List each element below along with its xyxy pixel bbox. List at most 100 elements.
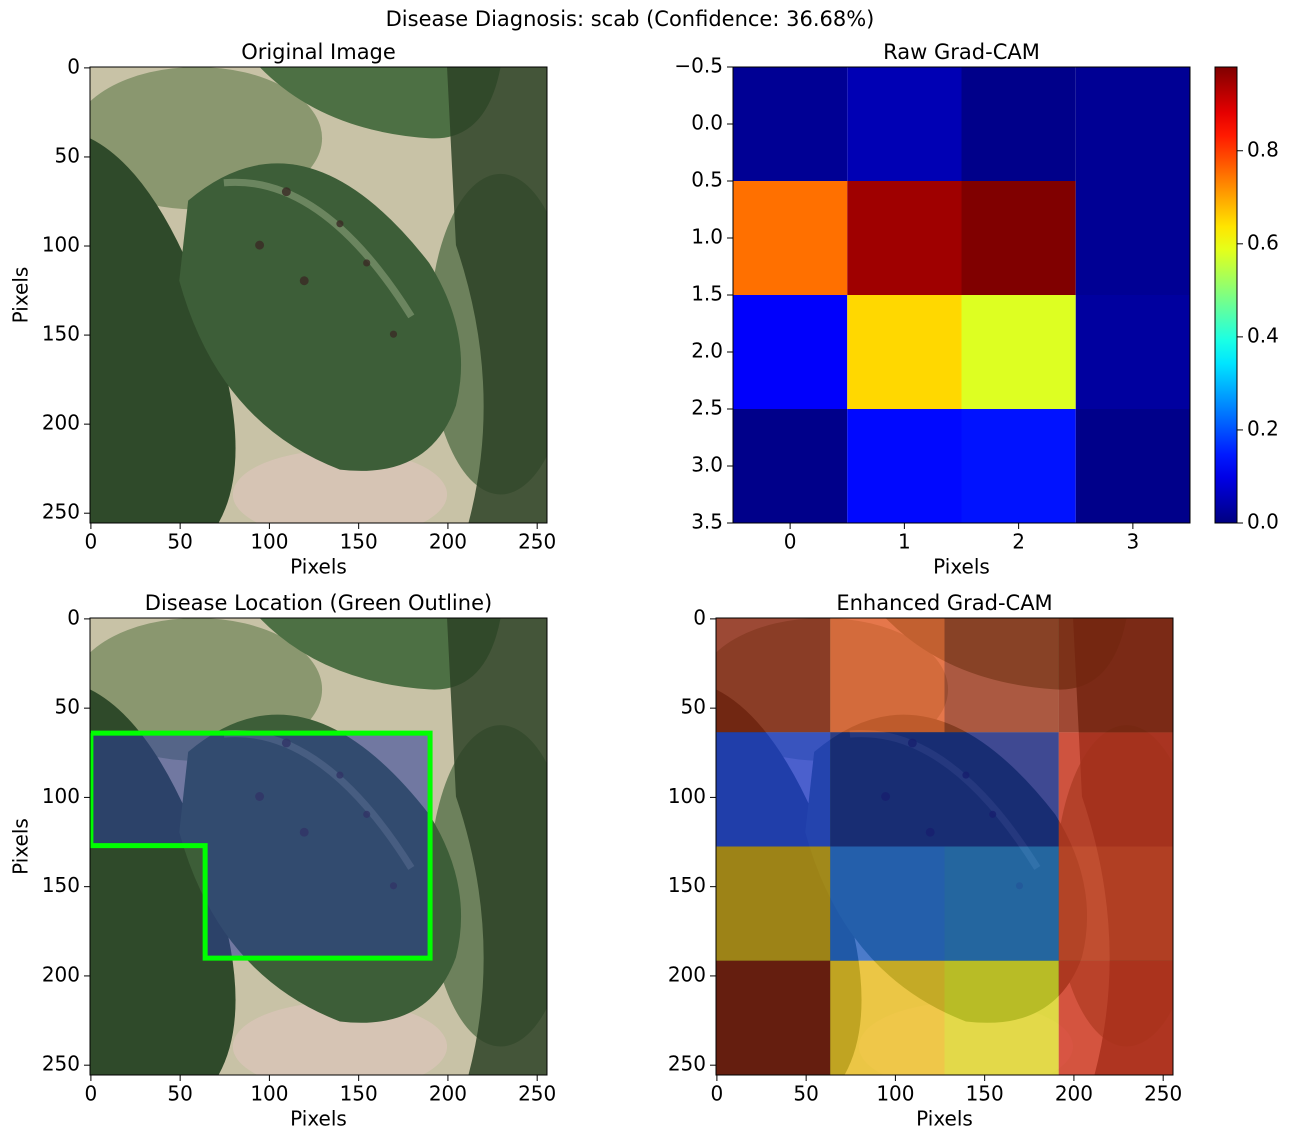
axes: 050100150200250050100150200250Enhanced G…	[668, 591, 1198, 1130]
overlay-cell	[830, 961, 944, 1075]
x-tick-label: 100	[876, 1082, 914, 1106]
x-tick-label: 0	[85, 530, 98, 554]
page: {"title": "Disease Diagnosis: scab (Conf…	[0, 0, 1298, 1130]
y-tick-label: 0	[67, 605, 80, 629]
overlay-cell	[716, 961, 830, 1075]
x-tick-label: 150	[966, 1082, 1004, 1106]
plot-area	[698, 618, 1198, 1091]
colorbar-tick-label: 0.6	[1247, 230, 1279, 254]
overlay-cell	[716, 847, 830, 961]
y-tick-label: 250	[668, 1052, 706, 1076]
y-tick-label: 3.0	[691, 453, 723, 477]
overlay-cell	[1059, 847, 1173, 961]
overlay-cell	[716, 732, 830, 846]
y-tick-label: −0.5	[674, 54, 723, 78]
x-tick-label: 1	[898, 530, 911, 554]
overlay-cell	[716, 618, 830, 732]
overlay-cell	[1059, 961, 1173, 1075]
y-tick-label: 100	[42, 784, 80, 808]
colorbar	[1215, 67, 1237, 523]
axes-title: Raw Grad-CAM	[883, 40, 1040, 64]
heat-cell	[962, 67, 1076, 181]
body: Disease Diagnosis: scab (Confidence: 36.…	[0, 0, 1298, 1130]
y-tick-label: 50	[681, 695, 706, 719]
x-tick-label: 3	[1127, 530, 1140, 554]
y-tick-label: 50	[55, 695, 80, 719]
x-tick-label: 250	[518, 530, 556, 554]
x-tick-label: 0	[784, 530, 797, 554]
heat-cell	[1076, 67, 1190, 181]
y-tick-label: 1.0	[691, 225, 723, 249]
y-tick-label: 50	[55, 143, 80, 167]
heat-cell	[1076, 181, 1190, 295]
heat-cell	[733, 295, 847, 409]
overlay-cell	[830, 732, 944, 846]
y-tick-label: 200	[668, 962, 706, 986]
x-tick-label: 0	[711, 1082, 724, 1106]
colorbar-tick-label: 0.2	[1247, 416, 1279, 440]
x-axis-label: Pixels	[290, 1107, 347, 1130]
y-axis-label: Pixels	[9, 818, 33, 875]
y-tick-label: 0	[693, 605, 706, 629]
figure-title: Disease Diagnosis: scab (Confidence: 36.…	[386, 7, 875, 31]
colorbar-tick-label: 0.4	[1247, 323, 1279, 347]
axes: 0.00.20.40.60.80123−0.50.00.51.01.52.02.…	[674, 40, 1278, 579]
figure: Disease Diagnosis: scab (Confidence: 36.…	[0, 0, 1298, 1130]
x-axis-label: Pixels	[933, 555, 990, 579]
heat-cell	[733, 409, 847, 523]
x-tick-label: 100	[250, 1082, 288, 1106]
axes-title: Original Image	[241, 40, 396, 64]
overlay-cell	[945, 961, 1059, 1075]
x-tick-label: 150	[340, 530, 378, 554]
x-tick-label: 200	[429, 1082, 467, 1106]
colorbar-tick-label: 0.0	[1247, 510, 1279, 534]
y-tick-label: 250	[42, 1052, 80, 1076]
x-tick-label: 200	[429, 530, 467, 554]
y-tick-label: 0	[67, 54, 80, 78]
x-tick-label: 250	[1144, 1082, 1182, 1106]
axes-title: Enhanced Grad-CAM	[836, 591, 1052, 615]
y-tick-label: 3.5	[691, 510, 723, 534]
x-tick-label: 0	[85, 1082, 98, 1106]
y-tick-label: 250	[42, 500, 80, 524]
x-tick-label: 50	[167, 1082, 192, 1106]
plot-area	[733, 67, 1190, 523]
x-tick-label: 50	[167, 530, 192, 554]
y-tick-label: 2.0	[691, 339, 723, 363]
x-tick-label: 100	[250, 530, 288, 554]
heat-cell	[847, 295, 961, 409]
axes-title: Disease Location (Green Outline)	[145, 591, 492, 615]
axes: 050100150200250050100150200250Original I…	[9, 40, 572, 579]
y-tick-label: 150	[42, 873, 80, 897]
y-tick-label: 0.0	[691, 111, 723, 135]
heat-cell	[1076, 409, 1190, 523]
overlay-cell	[830, 847, 944, 961]
y-tick-label: 150	[668, 873, 706, 897]
heat-cell	[962, 409, 1076, 523]
plot-area	[72, 67, 572, 539]
heat-cell	[962, 295, 1076, 409]
overlay-cell	[830, 618, 944, 732]
y-tick-label: 200	[42, 962, 80, 986]
overlay-cell	[945, 732, 1059, 846]
photo	[72, 67, 572, 539]
y-axis-label: Pixels	[9, 267, 33, 324]
y-tick-label: 150	[42, 322, 80, 346]
y-tick-label: 0.5	[691, 168, 723, 192]
y-tick-label: 200	[42, 411, 80, 435]
y-tick-label: 1.5	[691, 282, 723, 306]
x-tick-label: 150	[340, 1082, 378, 1106]
heat-cell	[962, 181, 1076, 295]
heat-cell	[847, 409, 961, 523]
heat-cell	[847, 67, 961, 181]
x-tick-label: 250	[518, 1082, 556, 1106]
y-tick-label: 2.5	[691, 396, 723, 420]
overlay-cell	[945, 847, 1059, 961]
axes: 050100150200250050100150200250Disease Lo…	[9, 591, 572, 1130]
plot-area	[72, 618, 572, 1091]
overlay-cell	[945, 618, 1059, 732]
heat-cell	[847, 181, 961, 295]
x-tick-label: 2	[1012, 530, 1025, 554]
x-tick-label: 50	[793, 1082, 818, 1106]
heat-cell	[1076, 295, 1190, 409]
